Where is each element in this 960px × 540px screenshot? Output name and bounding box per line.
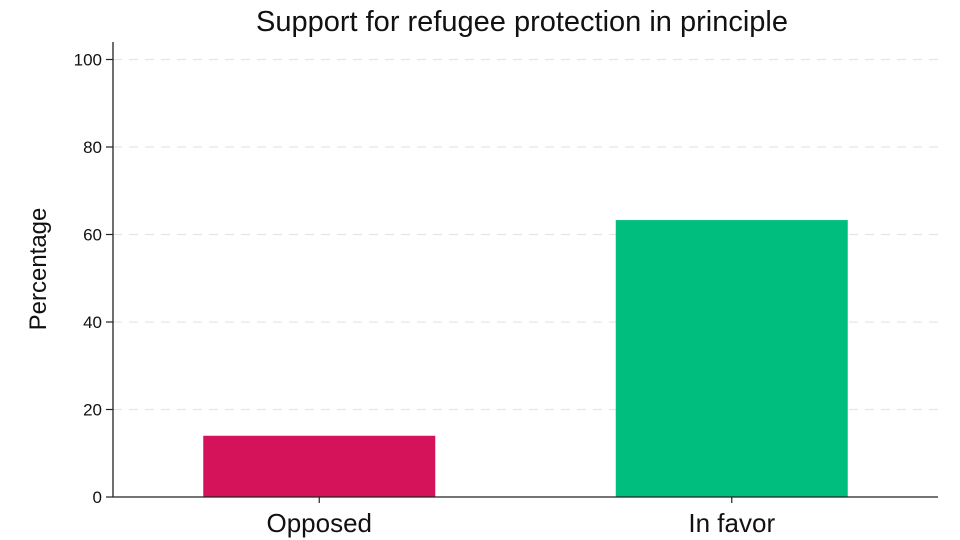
tick-labels: 0 20 40 60 80 100 Opposed In favor xyxy=(74,51,776,539)
y-tick-label: 60 xyxy=(83,226,102,245)
axes xyxy=(106,42,938,503)
y-tick-label: 100 xyxy=(74,51,102,70)
y-tick-label: 0 xyxy=(93,488,102,507)
y-tick-label: 20 xyxy=(83,401,102,420)
x-tick-label: In favor xyxy=(688,508,775,538)
bars xyxy=(203,220,848,497)
y-tick-label: 80 xyxy=(83,138,102,157)
chart-title: Support for refugee protection in princi… xyxy=(256,6,788,38)
x-tick-label: Opposed xyxy=(266,508,372,538)
bar-in-favor xyxy=(615,220,848,497)
y-axis-label: Percentage xyxy=(25,208,52,331)
bar-opposed xyxy=(203,435,436,497)
y-tick-label: 40 xyxy=(83,313,102,332)
